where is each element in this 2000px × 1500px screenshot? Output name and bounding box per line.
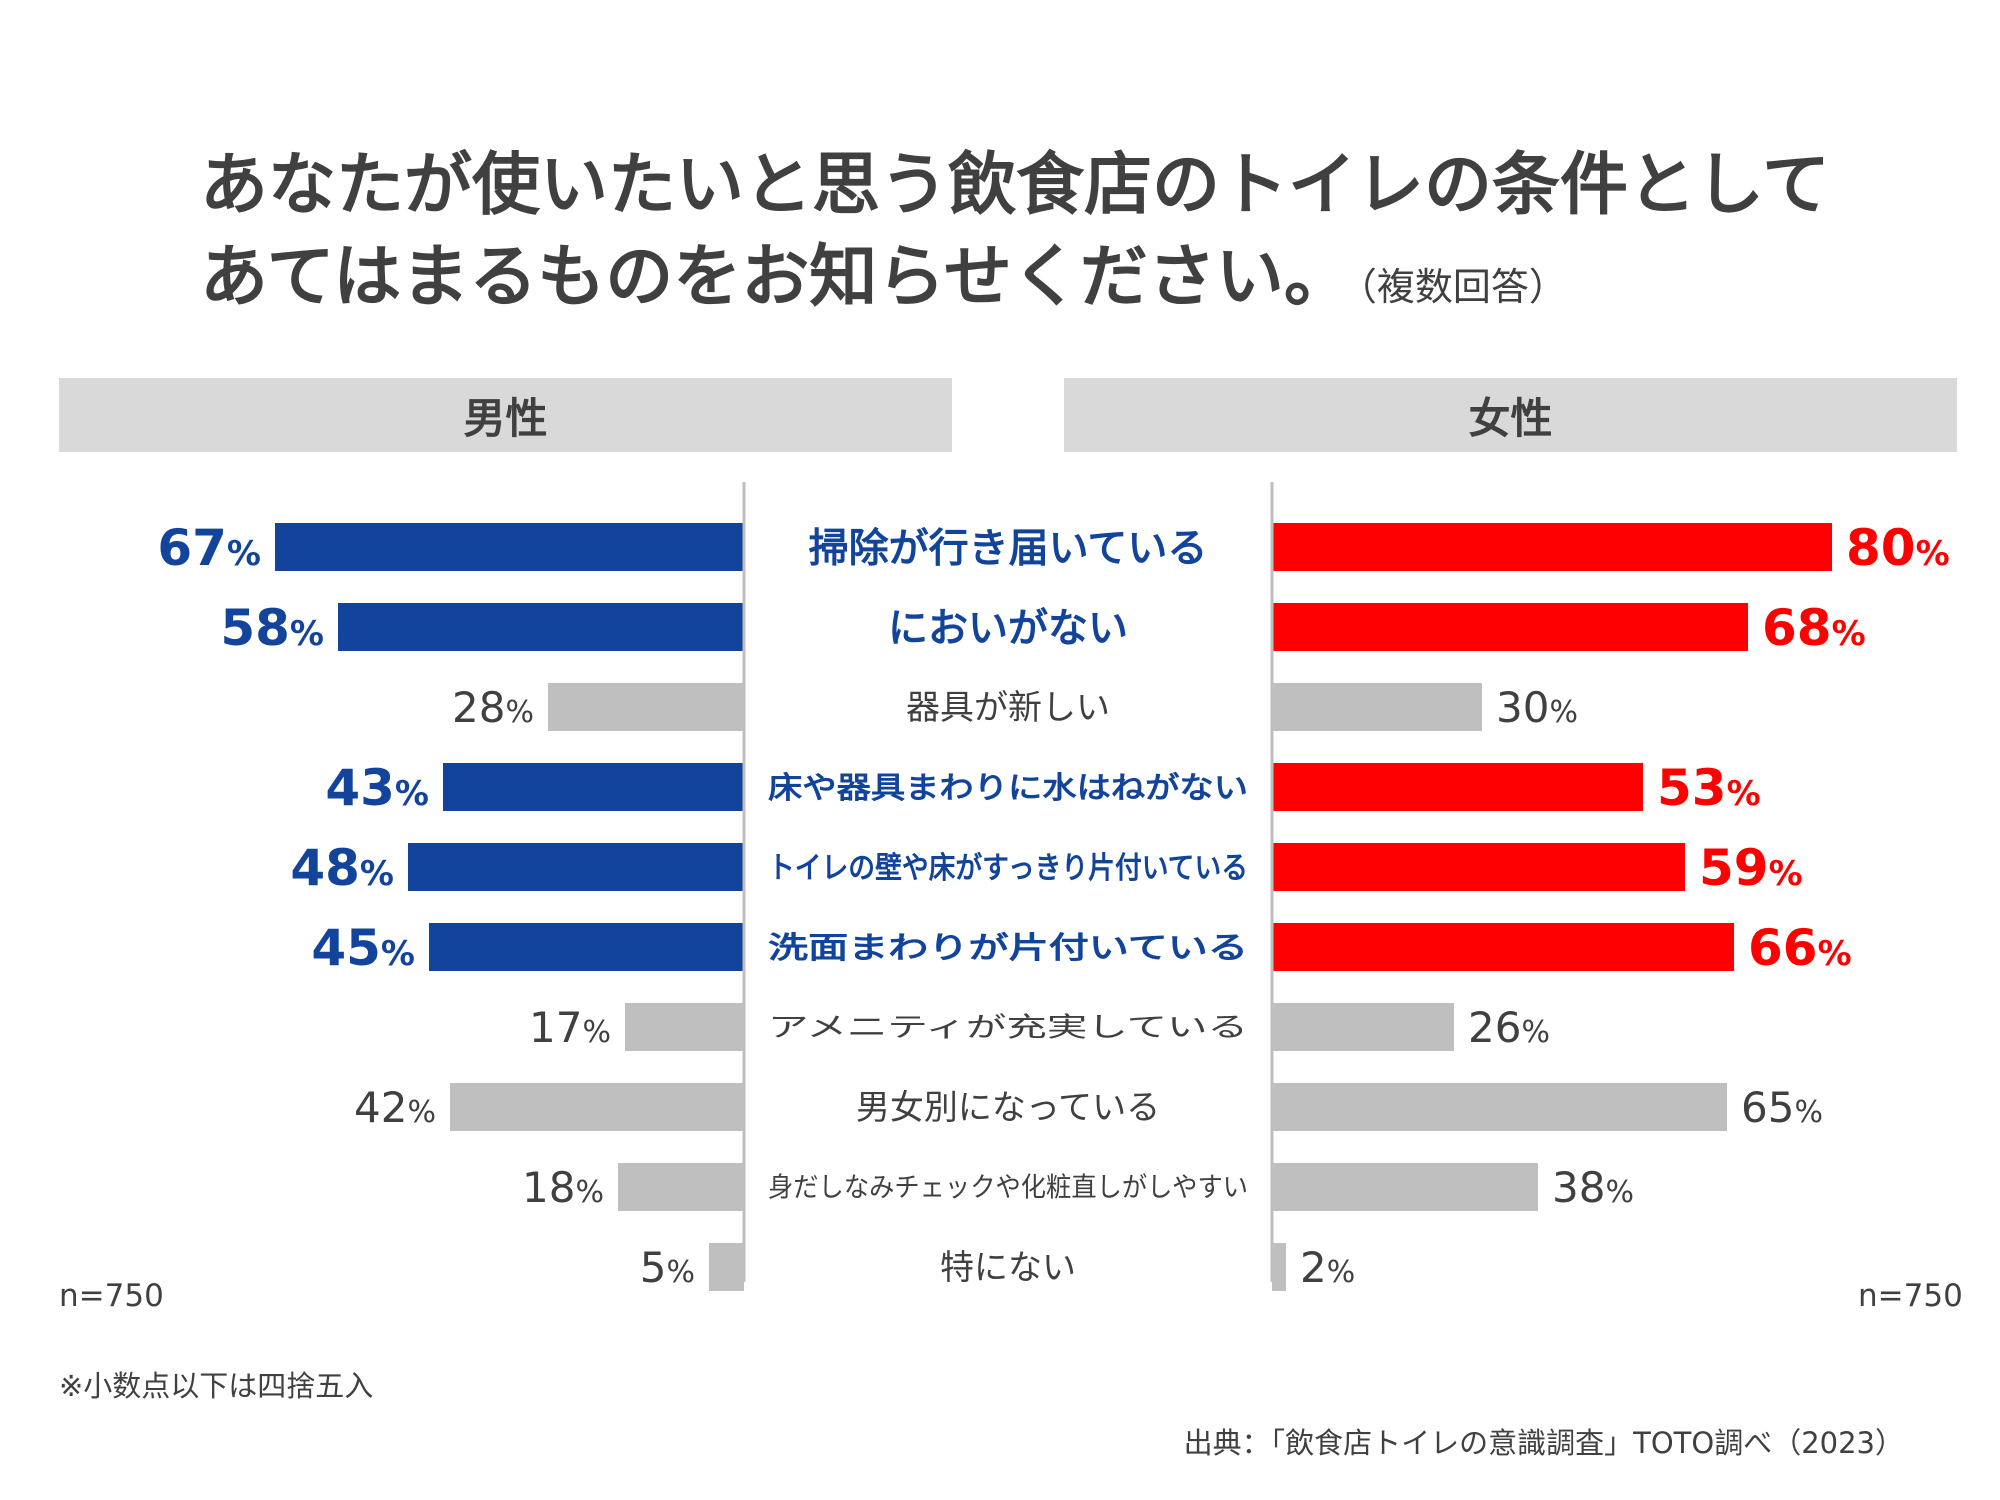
male-bar — [338, 603, 744, 651]
male-value-label: 42% — [354, 1083, 436, 1132]
female-bar — [1272, 1163, 1538, 1211]
male-value-label: 28% — [452, 683, 534, 732]
title-line-2-text: あてはまるものをお知らせください。 — [200, 238, 1352, 317]
female-value-label: 68% — [1762, 599, 1866, 657]
male-value-label: 17% — [529, 1003, 611, 1052]
male-value-label: 18% — [522, 1163, 604, 1212]
female-bar — [1272, 1243, 1286, 1291]
male-value-label: 67% — [157, 519, 261, 577]
female-value-label: 65% — [1741, 1083, 1823, 1132]
male-bar — [618, 1163, 744, 1211]
source-credit: 出典：「飲食店トイレの意識調査」TOTO調べ（2023） — [1183, 1426, 1904, 1460]
male-value-label: 48% — [290, 839, 394, 897]
female-value-label: 80% — [1846, 519, 1950, 577]
male-value-label: 58% — [220, 599, 324, 657]
male-bar — [709, 1243, 744, 1291]
male-panel-header: 男性 — [59, 378, 952, 452]
male-value-label: 45% — [311, 919, 415, 977]
category-label: 身だしなみチェックや化粧直しがしやすい — [768, 1173, 1248, 1204]
female-bar — [1272, 683, 1482, 731]
female-panel-header: 女性 — [1064, 378, 1957, 452]
female-bar — [1272, 843, 1685, 891]
category-label: 掃除が行き届いている — [809, 525, 1208, 571]
male-bar — [275, 523, 744, 571]
female-bar — [1272, 523, 1832, 571]
male-value-label: 5% — [640, 1243, 695, 1292]
male-value-label: 43% — [325, 759, 429, 817]
category-label: においがない — [888, 605, 1128, 651]
category-label: アメニティが充実している — [768, 1013, 1248, 1044]
female-value-label: 66% — [1748, 919, 1852, 977]
female-bar — [1272, 763, 1643, 811]
male-bar — [429, 923, 744, 971]
category-label: 器具が新しい — [906, 688, 1110, 728]
category-label: トイレの壁や床がすっきり片付いている — [768, 851, 1248, 886]
male-bar — [625, 1003, 744, 1051]
female-bar — [1272, 923, 1734, 971]
female-value-label: 2% — [1300, 1243, 1355, 1292]
category-label: 特にない — [940, 1248, 1076, 1288]
male-bar — [443, 763, 744, 811]
male-sample-size: n=750 — [59, 1278, 164, 1314]
female-bar — [1272, 1003, 1454, 1051]
title-note: （複数回答） — [1357, 265, 1567, 309]
title-line-2: あてはまるものをお知らせください。 （複数回答） — [200, 232, 1900, 333]
category-label: 床や器具まわりに水はねがない — [768, 771, 1248, 806]
female-value-label: 38% — [1552, 1163, 1634, 1212]
female-value-label: 30% — [1496, 683, 1578, 732]
female-bar — [1272, 1083, 1727, 1131]
category-label: 洗面まわりが片付いている — [768, 931, 1248, 966]
male-bar — [450, 1083, 744, 1131]
female-sample-size: n=750 — [1858, 1278, 1963, 1314]
category-label: 男女別になっている — [856, 1088, 1160, 1128]
female-value-label: 26% — [1468, 1003, 1550, 1052]
male-bar — [548, 683, 744, 731]
chart-title: あなたが使いたいと思う飲食店のトイレの条件として あてはまるものをお知らせくださ… — [200, 140, 1900, 333]
footnote: ※小数点以下は四捨五入 — [59, 1369, 374, 1403]
female-value-label: 53% — [1657, 759, 1761, 817]
male-bar — [408, 843, 744, 891]
title-line-1: あなたが使いたいと思う飲食店のトイレの条件として — [200, 146, 1830, 225]
female-bar — [1272, 603, 1748, 651]
female-value-label: 59% — [1699, 839, 1803, 897]
